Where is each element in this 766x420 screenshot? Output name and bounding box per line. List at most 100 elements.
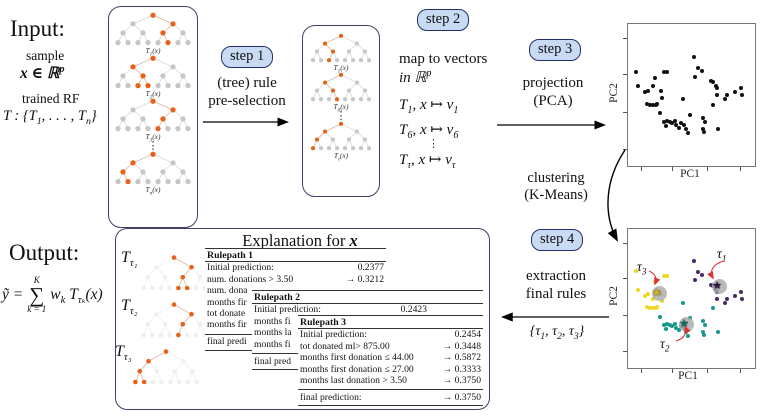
cluster-point [661, 274, 666, 279]
step3-text: projection (PCA) [512, 74, 594, 110]
tree-icon [310, 72, 372, 102]
final-rules-set: {τ1, τ2, τ3} [529, 324, 585, 342]
step3-badge: step 3 [529, 39, 582, 61]
cluster-point [665, 321, 670, 326]
cluster-point [636, 288, 641, 293]
rule-condition: num. donations > 3.50 [207, 273, 294, 285]
tree-item: T2(x) [113, 55, 193, 101]
formula-rhs: wk Tτₖ(x) [50, 286, 103, 307]
rule-row: num. donations > 3.50 → 0.3212 [205, 274, 386, 285]
tree-label: T2(x) [145, 89, 161, 101]
formula-lhs: ỹ = [2, 286, 24, 303]
rule-tree3-icon [133, 349, 199, 385]
rule-row: months la [252, 327, 483, 338]
rule-row: months first donation ≤ 27.00 → 0.3333 [298, 364, 483, 375]
data-point [657, 111, 662, 116]
cluster-point [667, 322, 672, 327]
step4-badge: step 4 [531, 229, 584, 251]
axis-tick [623, 73, 627, 75]
rule-value: → 0.3448 [442, 340, 481, 352]
tree-icon [115, 98, 191, 132]
tree-label: T1(x) [145, 46, 161, 58]
cluster-point [657, 314, 662, 319]
rule-condition: months fi [254, 315, 291, 327]
step4-line2: final rules [525, 286, 587, 302]
cluster-point [661, 322, 666, 327]
cluster-point [702, 332, 707, 337]
forest-notation: T : {T1, . . . , Tn} [3, 108, 97, 127]
data-point [674, 122, 679, 127]
rule-condition: months fi [254, 338, 291, 350]
sample-math: x ∈ ℝp [20, 63, 65, 82]
data-point [633, 70, 638, 75]
rule-value: 0.2377 [357, 262, 384, 274]
axis-tick [623, 315, 627, 317]
sum-upper: K [33, 275, 40, 285]
data-point [732, 90, 737, 95]
mapping-3: Tτ, x ↦ vτ [399, 152, 456, 171]
data-point [645, 101, 650, 106]
data-point [651, 84, 656, 89]
cluster-point [665, 274, 670, 279]
tau1-label: τ1 [717, 246, 727, 264]
step2-text: map to vectors in ℝp [399, 50, 487, 88]
step3-line1: projection [522, 75, 584, 91]
cluster-point [642, 293, 647, 298]
vertical-ellipsis: ⋮ [428, 138, 439, 150]
rule-tree2-label: Tτ₂ [121, 297, 138, 318]
sum-symbol: K ∑ k = 1 [27, 276, 46, 314]
explanation-title: Explanation for x [180, 231, 420, 251]
step2-line1: map to vectors [399, 51, 488, 67]
sum-lower: k = 1 [27, 304, 47, 314]
axis-tick [623, 38, 627, 40]
cluster-point [716, 329, 721, 334]
cluster-point [692, 258, 697, 263]
pca-scatter-plot [623, 23, 756, 171]
cluster-point [647, 306, 652, 311]
data-point [676, 125, 681, 130]
pca-xlabel: PC1 [680, 168, 700, 180]
cluster-point [722, 300, 727, 305]
rule-row: tot donated ml> 875.00 → 0.3448 [298, 341, 483, 352]
rule-row: months last donation > 3.50 → 0.3750 [298, 375, 483, 386]
cluster-xlabel: PC1 [678, 370, 698, 382]
vertical-ellipsis: ⋮ [335, 110, 347, 122]
data-point [665, 118, 670, 123]
axis-tick [640, 167, 642, 171]
axis-tick [623, 351, 627, 353]
data-point [680, 97, 685, 102]
rule-condition: months first donation ≤ 44.00 [300, 352, 414, 364]
data-point [685, 131, 690, 136]
final-prediction-value: → 0.3750 [442, 391, 481, 403]
cluster-point [645, 304, 650, 309]
rule-value: → 0.3333 [442, 363, 481, 375]
data-point [692, 54, 697, 59]
tree-item: T3(x) [113, 98, 193, 143]
data-point [646, 88, 651, 93]
rule-row: num. dona [205, 285, 386, 296]
data-point [695, 66, 700, 71]
data-point [659, 88, 664, 93]
rule-row: tot donate [205, 308, 386, 319]
explanation-title-text: Explanation for [242, 231, 350, 250]
data-point [703, 119, 708, 124]
rule-condition: months last donation > 3.50 [300, 375, 407, 387]
axis-tick [623, 112, 627, 114]
cluster-point [700, 318, 705, 323]
final-prediction-label: final predi [207, 336, 247, 348]
data-point [714, 93, 719, 97]
cluster-number: 1 [717, 282, 722, 291]
axis-tick [706, 369, 708, 373]
clustering-text: clustering (K-Means) [510, 170, 602, 204]
cluster-point [732, 293, 737, 298]
rule-tree2-icon [141, 302, 207, 338]
cluster-number: 3 [657, 289, 661, 298]
data-point [700, 115, 705, 120]
tree-label: T6(x) [333, 102, 349, 114]
rule-row: Initial prediction: 0.2423 [252, 304, 483, 315]
trained-rf-label: trained RF [22, 91, 80, 106]
data-point [684, 127, 689, 132]
data-point [708, 78, 713, 83]
explanation-title-x: x [349, 231, 358, 250]
